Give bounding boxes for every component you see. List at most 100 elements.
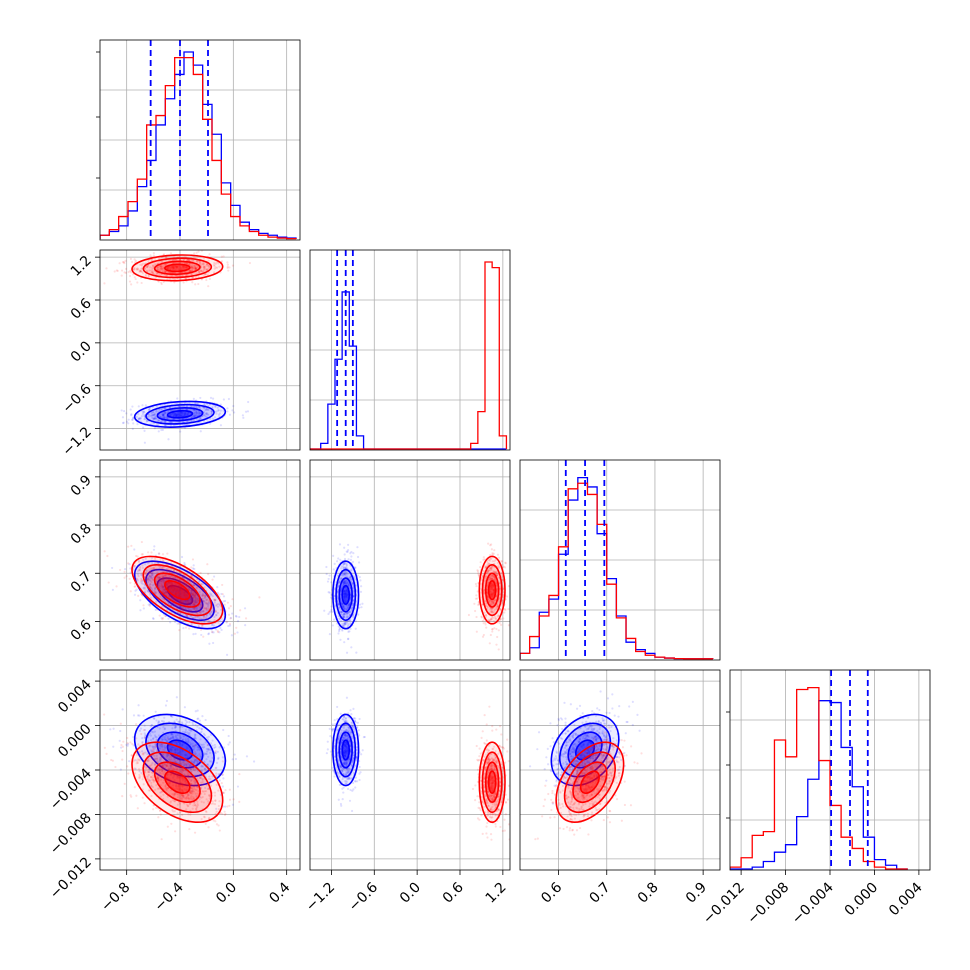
scatter-point <box>151 573 154 576</box>
scatter-point <box>219 626 222 630</box>
scatter-point <box>160 257 163 260</box>
scatter-point <box>500 571 503 574</box>
scatter-point <box>139 565 142 569</box>
scatter-point <box>343 572 346 575</box>
scatter-point <box>345 563 349 566</box>
scatter-point <box>194 267 197 270</box>
scatter-point <box>182 608 185 611</box>
scatter-point <box>161 419 164 423</box>
scatter-point <box>134 259 137 262</box>
scatter-point <box>213 261 216 265</box>
scatter-point <box>346 580 349 583</box>
scatter-point <box>161 558 164 561</box>
scatter-point <box>198 417 202 420</box>
scatter-point <box>227 613 231 616</box>
scatter-point <box>490 609 494 612</box>
scatter-point <box>498 566 501 569</box>
scatter-point <box>119 568 122 572</box>
scatter-point <box>170 590 173 593</box>
scatter-point <box>165 576 168 580</box>
scatter-point <box>185 266 188 269</box>
scatter-point <box>490 577 493 580</box>
scatter-point <box>167 267 170 270</box>
scatter-point <box>341 602 344 605</box>
scatter-point <box>150 724 154 727</box>
scatter-point <box>160 579 163 583</box>
scatter-point <box>137 418 140 421</box>
scatter-point <box>206 413 209 416</box>
scatter-point <box>202 600 205 603</box>
scatter-point <box>176 752 179 755</box>
scatter-point <box>194 609 198 612</box>
scatter-point <box>342 616 345 619</box>
scatter-point <box>204 718 207 722</box>
scatter-point <box>343 573 346 576</box>
scatter-point <box>342 580 346 583</box>
scatter-point <box>343 581 346 584</box>
scatter-point <box>175 274 178 277</box>
scatter-point <box>212 631 215 634</box>
scatter-point <box>178 413 181 416</box>
scatter-point <box>491 553 494 556</box>
scatter-point <box>151 745 154 748</box>
scatter-point <box>201 592 204 596</box>
scatter-point <box>224 599 227 603</box>
scatter-point <box>492 552 495 555</box>
scatter-point <box>194 413 198 417</box>
scatter-point <box>474 609 477 613</box>
scatter-point <box>347 584 350 587</box>
scatter-point <box>162 414 165 417</box>
scatter-point <box>180 595 183 598</box>
scatter-point <box>147 560 150 563</box>
scatter-point <box>141 578 144 582</box>
scatter-point <box>325 572 328 576</box>
scatter-point <box>103 550 106 553</box>
scatter-point <box>227 734 230 738</box>
scatter-point <box>343 582 347 585</box>
scatter-point <box>345 579 348 582</box>
scatter-point <box>172 414 175 417</box>
scatter-point <box>115 269 118 272</box>
scatter-point <box>489 593 493 596</box>
scatter-point <box>160 582 163 585</box>
scatter-point <box>190 589 193 592</box>
scatter-point <box>119 729 122 733</box>
scatter-point <box>127 742 130 746</box>
scatter-point <box>496 561 499 565</box>
scatter-point <box>150 551 153 554</box>
scatter-point <box>176 588 179 592</box>
scatter-point <box>344 592 348 595</box>
scatter-point <box>194 592 197 595</box>
scatter-point <box>350 578 353 581</box>
scatter-point <box>163 407 166 410</box>
scatter-point <box>342 566 345 570</box>
scatter-point <box>197 271 201 274</box>
scatter-point <box>491 575 495 578</box>
scatter-point <box>205 758 208 761</box>
scatter-point <box>232 404 235 408</box>
scatter-point <box>345 562 348 565</box>
scatter-point <box>341 602 344 605</box>
scatter-point <box>182 405 186 408</box>
scatter-point <box>494 599 497 602</box>
scatter-point <box>143 724 146 727</box>
scatter-point <box>344 580 347 583</box>
hist-panel-1 <box>309 249 511 451</box>
scatter-point <box>159 405 162 408</box>
scatter-point <box>343 562 346 566</box>
scatter-point <box>192 748 195 751</box>
scatter-point <box>495 571 498 574</box>
scatter-point <box>327 577 330 581</box>
scatter-point <box>173 414 176 417</box>
scatter-point <box>342 622 346 625</box>
scatter-point <box>487 569 490 572</box>
scatter-point <box>199 417 202 420</box>
scatter-point <box>152 417 156 421</box>
scatter-point <box>171 564 174 567</box>
scatter-point <box>195 259 198 263</box>
scatter-point <box>154 743 157 747</box>
scatter-point <box>227 269 230 272</box>
scatter-point <box>165 416 168 419</box>
scatter-point <box>169 577 172 580</box>
scatter-point <box>484 602 487 605</box>
